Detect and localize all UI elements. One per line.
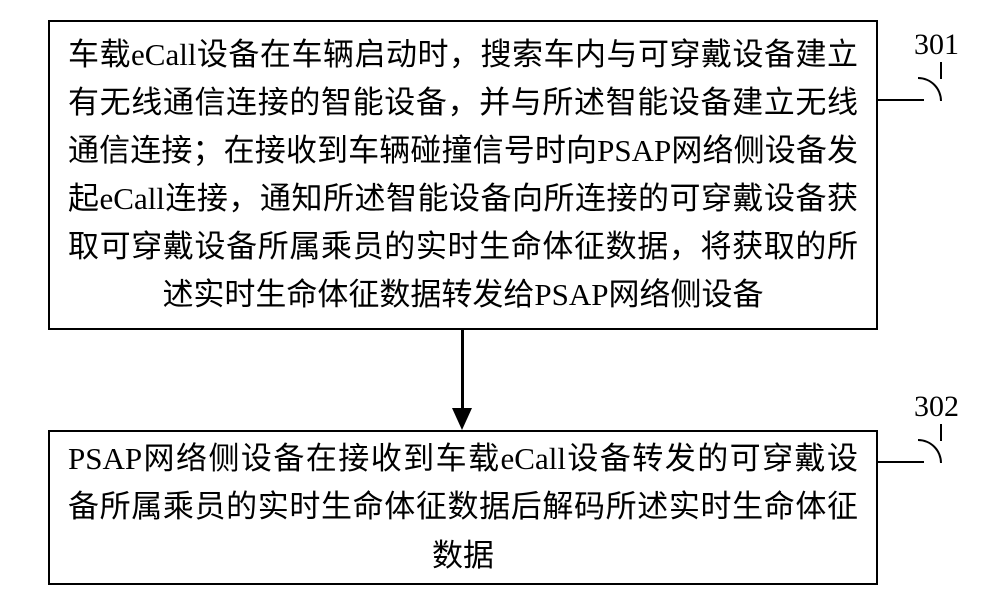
flowchart-step-2: PSAP网络侧设备在接收到车载eCall设备转发的可穿戴设备所属乘员的实时生命体… <box>48 430 878 585</box>
reference-label-2: 302 <box>914 390 959 424</box>
flowchart-step-1-text: 车载eCall设备在车辆启动时，搜索车内与可穿戴设备建立有无线通信连接的智能设备… <box>68 31 858 319</box>
reference-label-1: 301 <box>914 28 959 62</box>
reference-leader-2-vertical <box>940 424 942 441</box>
reference-leader-1-vertical <box>940 62 942 79</box>
reference-leader-1-curve <box>918 77 942 101</box>
reference-leader-2-curve <box>918 439 942 463</box>
flowchart-arrow-head <box>452 408 472 430</box>
flowchart-arrow-shaft <box>461 330 464 412</box>
flowchart-step-2-text: PSAP网络侧设备在接收到车载eCall设备转发的可穿戴设备所属乘员的实时生命体… <box>68 435 858 579</box>
flowchart-step-1: 车载eCall设备在车辆启动时，搜索车内与可穿戴设备建立有无线通信连接的智能设备… <box>48 20 878 330</box>
